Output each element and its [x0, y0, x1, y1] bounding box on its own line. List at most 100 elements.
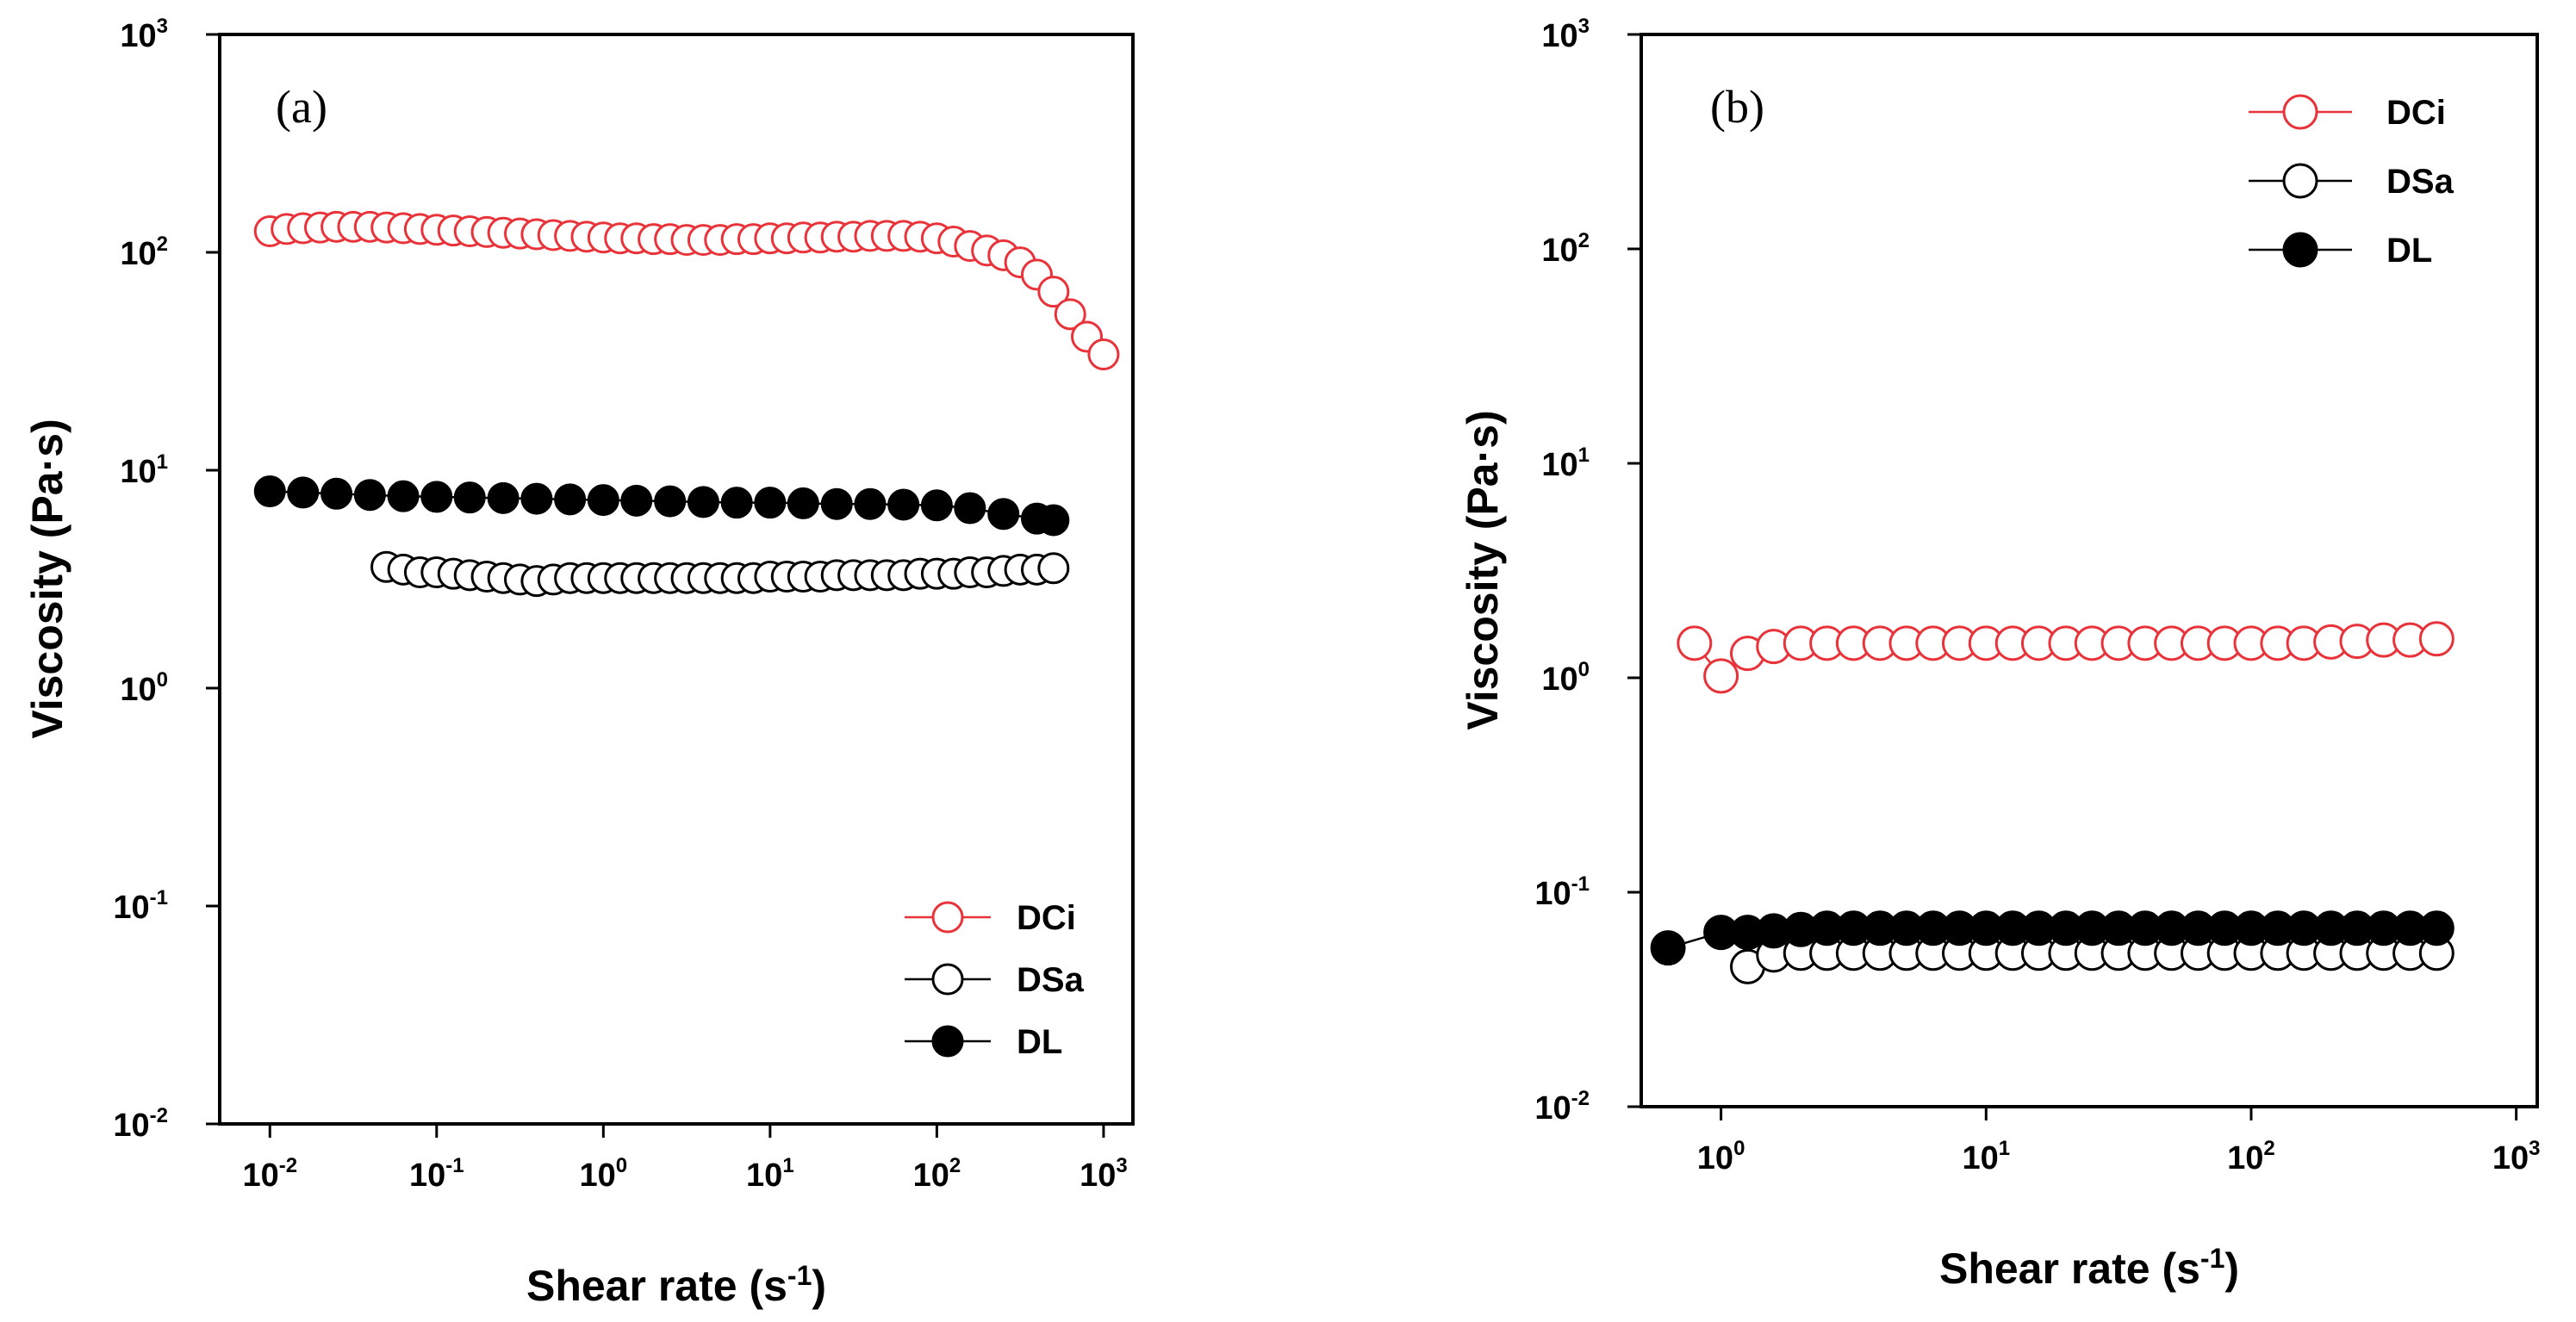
y-tick-label-b: 10-1: [1534, 872, 1590, 912]
panel-label-a: (a): [276, 81, 327, 133]
x-tick-label-b: 103: [2492, 1137, 2541, 1176]
legend-item-dsa: DSa: [2249, 163, 2455, 201]
legend-label: DL: [2386, 232, 2432, 270]
series-dl-b: [1650, 910, 2455, 966]
y-tick-label-a: 101: [120, 450, 168, 490]
legend-item-dl: DL: [905, 1023, 1062, 1061]
data-point-dci: [1677, 625, 1713, 661]
data-point-dl: [987, 498, 1020, 531]
x-axis-label-sup-b: -1: [2200, 1243, 2224, 1274]
plot-frame-b: [1640, 33, 2539, 1108]
legend-swatch-marker: [931, 901, 964, 934]
plot-frame-a: [218, 33, 1135, 1126]
chart-panel-b: (b) Viscosity (Pa·s) Shear rate (s-1) 10…: [1459, 15, 2540, 1293]
data-point-dl: [554, 483, 587, 516]
y-tick-label-b: 102: [1541, 229, 1590, 269]
legend-b: DCi DSa DL: [2249, 94, 2455, 270]
tick-layer-a: 10-2 10-1 100 101 102 103 10-2 10-1 100 101 102 103: [113, 15, 1127, 1194]
x-tick-label-b: 101: [1962, 1137, 2010, 1176]
x-axis-title-b: Shear rate (s-1): [1939, 1243, 2239, 1293]
data-point-dl: [620, 484, 653, 517]
x-tick-label-a: 10-1: [409, 1154, 464, 1194]
y-tick-label-a: 10-1: [113, 886, 168, 926]
y-axis-label-a: Viscosity (Pa·s): [23, 419, 72, 738]
x-axis-label-sup-a: -1: [787, 1260, 812, 1291]
panel-label-b: (b): [1710, 81, 1764, 133]
data-point-dl: [920, 489, 953, 522]
legend-a: DCi DSa DL: [905, 899, 1085, 1061]
y-tick-label-b: 103: [1541, 15, 1590, 54]
legend-item-dsa: DSa: [905, 961, 1085, 999]
series-layer-b: [1650, 621, 2455, 984]
legend-item-dci: DCi: [905, 899, 1076, 937]
series-dci-a: [253, 210, 1120, 371]
legend-swatch-marker: [931, 963, 964, 996]
data-point-dci: [1087, 338, 1120, 371]
x-tick-label-b: 102: [2227, 1137, 2275, 1176]
data-point-dl: [320, 477, 353, 510]
data-point-dl: [420, 481, 453, 513]
legend-swatch-marker: [2282, 163, 2318, 199]
data-point-dl: [787, 487, 819, 519]
x-tick-label-a: 101: [746, 1154, 794, 1194]
legend-label: DCi: [1017, 899, 1076, 937]
data-point-dsa: [1037, 552, 1070, 585]
y-tick-label-b: 10-2: [1534, 1087, 1590, 1126]
data-point-dl: [387, 480, 420, 512]
series-dsa-a: [370, 550, 1070, 598]
x-tick-label-a: 10-2: [242, 1154, 297, 1194]
data-point-dl: [687, 486, 719, 518]
series-layer-a: [253, 210, 1120, 598]
data-point-dl: [954, 492, 986, 524]
legend-item-dl: DL: [2249, 232, 2432, 270]
tick-layer-b: 100 101 102 103 10-2 10-1 100 101 102 103: [1534, 15, 2540, 1176]
data-point-dci: [2418, 621, 2455, 657]
data-point-dl: [854, 487, 887, 520]
data-point-dl: [587, 484, 619, 517]
x-axis-title-a: Shear rate (s-1): [526, 1260, 826, 1310]
y-tick-label-a: 102: [120, 233, 168, 272]
series-dl-a: [253, 475, 1070, 537]
y-axis-title-b: Viscosity (Pa·s): [1459, 410, 1507, 729]
series-dsa-b: [1730, 935, 2455, 984]
y-axis-title-a: Viscosity (Pa·s): [23, 419, 72, 738]
x-axis-label-b: Shear rate (s: [1939, 1244, 2200, 1293]
x-tick-label-b: 100: [1697, 1137, 1745, 1176]
x-tick-label-a: 100: [580, 1154, 628, 1194]
data-point-dl: [887, 488, 920, 521]
x-axis-label-a: Shear rate (s: [526, 1262, 787, 1310]
data-point-dl: [487, 481, 520, 514]
data-point-dl: [453, 481, 486, 514]
data-point-dl: [253, 475, 286, 508]
data-point-dl: [820, 487, 853, 520]
legend-label: DSa: [2386, 163, 2455, 201]
series-dci-b: [1677, 621, 2455, 694]
y-tick-label-b: 101: [1541, 444, 1590, 483]
x-axis-label-end-a: ): [812, 1262, 826, 1310]
x-tick-label-a: 103: [1080, 1154, 1128, 1194]
data-point-dl: [654, 485, 687, 518]
legend-label: DCi: [2386, 94, 2446, 132]
x-axis-label-end-b: ): [2224, 1244, 2239, 1293]
data-point-dl: [754, 487, 787, 519]
legend-swatch-marker: [2282, 232, 2318, 268]
data-point-dl: [2418, 910, 2455, 947]
data-point-dl: [520, 482, 553, 515]
y-tick-label-a: 100: [120, 668, 168, 708]
y-tick-label-b: 100: [1541, 658, 1590, 698]
legend-swatch-marker: [931, 1025, 964, 1058]
data-point-dl: [353, 479, 386, 512]
data-point-dci: [1037, 276, 1070, 308]
data-point-dl: [1650, 930, 1686, 966]
data-point-dl: [287, 476, 320, 509]
y-tick-label-a: 103: [120, 15, 168, 54]
legend-item-dci: DCi: [2249, 94, 2446, 132]
y-tick-label-a: 10-2: [113, 1104, 168, 1144]
data-point-dl: [1037, 504, 1070, 537]
data-point-dci: [1703, 658, 1739, 694]
legend-swatch-marker: [2282, 94, 2318, 130]
y-axis-label-b: Viscosity (Pa·s): [1459, 410, 1507, 729]
legend-label: DSa: [1017, 961, 1085, 999]
chart-panel-a: (a) Viscosity (Pa·s) Shear rate (s-1) 10…: [23, 15, 1135, 1310]
